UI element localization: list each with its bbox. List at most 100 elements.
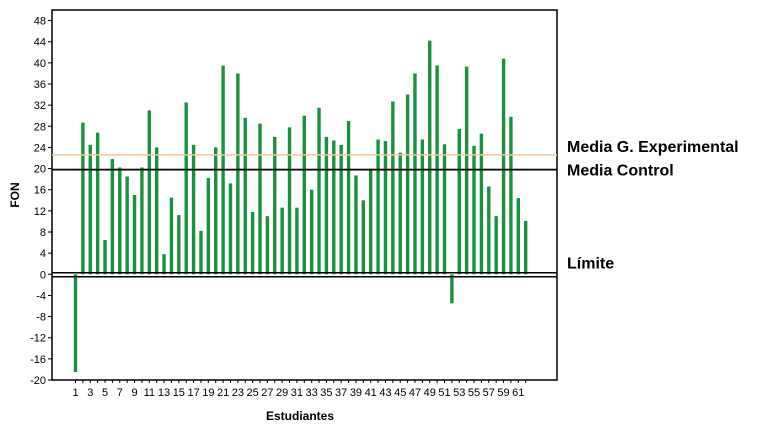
bar-47 [413,73,417,275]
x-tick-label-13: 13 [158,387,170,399]
x-tick-label-19: 19 [202,387,214,399]
x-tick-label-7: 7 [117,387,123,399]
bar-51 [442,144,447,275]
bar-48 [420,139,425,275]
x-tick-label-43: 43 [379,387,391,399]
bar-60 [509,116,513,275]
bar-25 [250,211,255,275]
x-tick-label-29: 29 [276,387,288,399]
bar-9 [132,195,137,275]
bar-38 [346,121,351,275]
x-tick-label-35: 35 [320,387,332,399]
bar-28 [273,136,277,275]
x-tick-label-23: 23 [232,387,244,399]
bar-19 [206,178,211,275]
bar-8 [125,176,129,275]
bar-36 [332,140,336,275]
x-tick-label-45: 45 [394,387,406,399]
reference-label-1: Media Control [567,163,674,180]
bar-20 [214,147,218,275]
x-tick-label-27: 27 [261,387,273,399]
bar-49 [428,40,432,275]
x-axis-title: Estudiantes [266,409,334,423]
bar-12 [154,147,159,275]
bar-23 [236,73,240,275]
y-tick-label-12: 12 [34,206,46,218]
x-tick-label-11: 11 [144,387,155,399]
bar-5 [103,239,107,275]
x-tick-label-59: 59 [497,387,509,399]
bar-15 [177,215,181,275]
bar-13 [162,254,166,275]
bar-1 [73,274,78,373]
x-tick-label-17: 17 [187,387,199,399]
y-tick-label-40: 40 [34,58,46,70]
bar-24 [243,117,247,275]
bar-2 [81,122,85,275]
reference-label-0: Media G. Experimental [567,139,739,156]
bar-7 [118,167,122,275]
bar-61 [516,198,520,275]
x-tick-label-55: 55 [468,387,480,399]
x-tick-label-21: 21 [217,387,229,399]
bar-30 [287,127,292,275]
bar-57 [487,186,491,275]
bar-46 [405,94,410,275]
y-tick-label-28: 28 [34,121,46,133]
y-tick-label-20: 20 [34,164,46,176]
x-tick-label-61: 61 [512,387,524,399]
reference-label-2: Límite [567,255,614,272]
bar-45 [398,152,402,275]
bar-3 [88,144,92,275]
bar-42 [376,139,380,275]
bar-6 [110,159,115,275]
bar-43 [383,141,388,275]
x-tick-label-57: 57 [483,387,495,399]
bar-55 [472,145,476,275]
bar-32 [302,115,306,275]
y-tick-label-16: 16 [34,185,46,197]
bar-26 [258,123,262,275]
x-tick-label-25: 25 [246,387,258,399]
x-tick-label-47: 47 [409,387,421,399]
y-tick-label-48: 48 [34,16,46,28]
bar-62 [523,220,528,275]
bar-31 [295,207,299,275]
bar-17 [191,144,196,275]
y-tick-label-4: 4 [40,248,46,260]
bar-39 [354,175,358,275]
x-axis: 1 3 5 7 9 11 13 15 17 19 21 23 25 27 29 31 33 35 37 39 41 43 4… [72,380,527,399]
x-tick-label-51: 51 [438,387,450,399]
y-tick-label-36: 36 [34,79,46,91]
bar-29 [280,207,284,275]
bar-35 [324,136,329,275]
y-tick-label-24: 24 [34,142,46,154]
bar-4 [95,132,100,275]
x-tick-label-31: 31 [291,387,303,399]
bar-34 [317,107,321,275]
bars-group [73,40,528,373]
bar-44 [391,101,395,275]
y-tick-label-0: 0 [40,269,46,281]
bar-11 [147,110,151,275]
x-tick-label-1: 1 [72,387,78,399]
y-tick-label-44: 44 [34,37,46,49]
y-tick-label--12: -12 [30,333,46,345]
y-tick-label--4: -4 [36,290,46,302]
bar-33 [309,189,314,275]
x-tick-label-53: 53 [453,387,465,399]
x-tick-label-49: 49 [424,387,436,399]
bar-59 [501,58,506,275]
bar-40 [361,200,366,275]
reference-lines-group: Media G. Experimental Media Control Límite [52,139,739,278]
x-tick-label-33: 33 [306,387,318,399]
bar-27 [265,216,270,275]
y-tick-label--8: -8 [36,312,46,324]
y-tick-label--20: -20 [30,375,46,387]
y-tick-label--16: -16 [30,354,46,366]
bar-22 [228,183,233,275]
bar-56 [479,133,484,275]
bar-18 [199,230,203,275]
